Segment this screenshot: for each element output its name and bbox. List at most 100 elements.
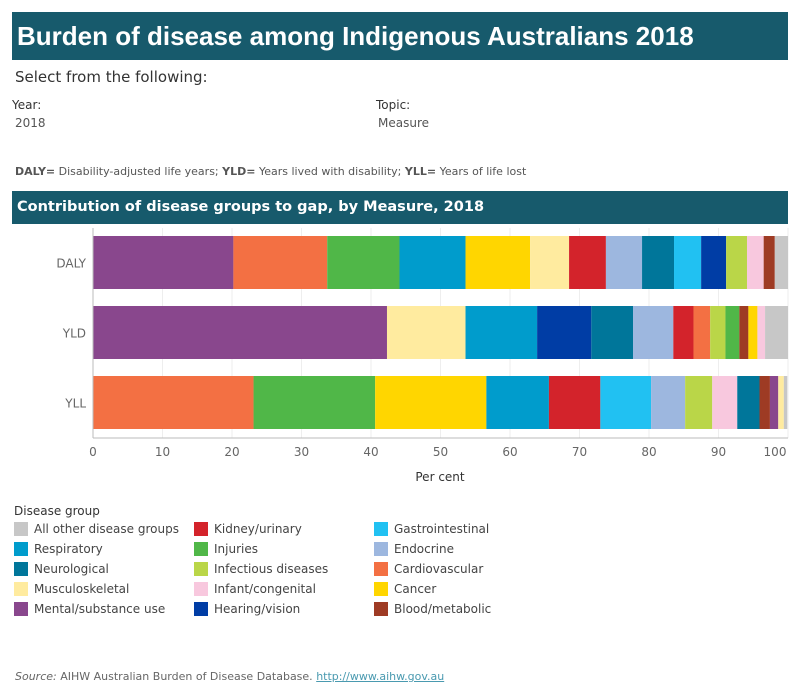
bar-segment-gastrointestinal[interactable] (600, 376, 652, 429)
bar-segment-kidney-urinary[interactable] (673, 306, 694, 359)
source-link[interactable]: http://www.aihw.gov.au (316, 670, 445, 683)
year-filter-label: Year: (12, 98, 42, 112)
bar-segment-all-other-disease-groups[interactable] (765, 306, 788, 359)
year-filter-value[interactable]: 2018 (15, 116, 46, 130)
bar-segment-musculoskeletal[interactable] (530, 236, 570, 289)
filter-intro: Select from the following: (15, 68, 208, 86)
legend-item[interactable]: Injuries (194, 541, 258, 557)
legend-label: Injuries (214, 542, 258, 556)
legend-label: Endocrine (394, 542, 454, 556)
bar-segment-infectious-diseases[interactable] (685, 376, 713, 429)
bar-segment-respiratory[interactable] (486, 376, 549, 429)
abbreviation-note: DALY= Disability-adjusted life years; YL… (15, 165, 785, 178)
bar-segment-endocrine[interactable] (605, 236, 643, 289)
bar-segment-infectious-diseases[interactable] (710, 306, 726, 359)
x-tick-label: 70 (572, 445, 587, 459)
legend-label: All other disease groups (34, 522, 179, 536)
bar-segment-musculoskeletal[interactable] (778, 376, 784, 429)
legend-label: Cancer (394, 582, 437, 596)
category-label: DALY (56, 257, 86, 271)
topic-filter-label: Topic: (376, 98, 411, 112)
bar-segment-neurological[interactable] (642, 236, 675, 289)
bar-segment-cardiovascular[interactable] (693, 306, 711, 359)
legend-item[interactable]: Infant/congenital (194, 581, 316, 597)
legend-item[interactable]: Respiratory (14, 541, 103, 557)
bar-segment-blood-metabolic[interactable] (759, 376, 770, 429)
legend-item[interactable]: Infectious diseases (194, 561, 328, 577)
x-tick-label: 90 (711, 445, 726, 459)
bar-segment-kidney-urinary[interactable] (548, 376, 601, 429)
bar-segment-injuries[interactable] (327, 236, 400, 289)
bar-segment-respiratory[interactable] (399, 236, 466, 289)
bar-segment-neurological[interactable] (737, 376, 760, 429)
bar-segment-cancer[interactable] (375, 376, 487, 429)
bar-segment-injuries[interactable] (725, 306, 740, 359)
bar-segment-cancer[interactable] (748, 306, 758, 359)
bar-segment-musculoskeletal[interactable] (386, 306, 466, 359)
legend-swatch (194, 602, 208, 616)
page-title: Burden of disease among Indigenous Austr… (12, 12, 788, 60)
daly-definition: Disability-adjusted life years; (55, 165, 223, 178)
bar-segment-endocrine[interactable] (633, 306, 674, 359)
category-label: YLL (64, 397, 86, 411)
bar-yll (93, 376, 788, 429)
legend-item[interactable]: Blood/metabolic (374, 601, 491, 617)
source-text: AIHW Australian Burden of Disease Databa… (56, 670, 317, 683)
bar-segment-infectious-diseases[interactable] (726, 236, 747, 289)
legend-item[interactable]: Gastrointestinal (374, 521, 489, 537)
bar-segment-gastrointestinal[interactable] (674, 236, 702, 289)
yll-abbrev: YLL= (404, 165, 437, 178)
yld-definition: Years lived with disability; (255, 165, 405, 178)
bar-segment-mental-substance-use[interactable] (93, 236, 234, 289)
yll-definition: Years of life lost (436, 165, 527, 178)
daly-abbrev: DALY= (15, 165, 56, 178)
bar-segment-hearing-vision[interactable] (537, 306, 592, 359)
x-axis-label: Per cent (415, 470, 465, 484)
bar-segment-respiratory[interactable] (465, 306, 538, 359)
bar-segment-neurological[interactable] (591, 306, 634, 359)
legend-item[interactable]: Endocrine (374, 541, 454, 557)
legend-item[interactable]: Hearing/vision (194, 601, 300, 617)
legend-item[interactable]: Mental/substance use (14, 601, 165, 617)
bar-segment-mental-substance-use[interactable] (769, 376, 779, 429)
bar-segment-blood-metabolic[interactable] (739, 306, 749, 359)
legend-label: Infectious diseases (214, 562, 329, 576)
topic-filter-value[interactable]: Measure (378, 116, 429, 130)
legend-label: Mental/substance use (34, 602, 166, 616)
legend-label: Musculoskeletal (34, 582, 130, 596)
x-tick-label: 60 (502, 445, 517, 459)
legend-item[interactable]: Musculoskeletal (14, 581, 129, 597)
legend-title: Disease group (14, 504, 100, 518)
bar-segment-infant-congenital[interactable] (712, 376, 738, 429)
legend-swatch (14, 542, 28, 556)
bar-segment-blood-metabolic[interactable] (763, 236, 775, 289)
legend-item[interactable]: All other disease groups (14, 521, 179, 537)
chart-title: Contribution of disease groups to gap, b… (12, 191, 788, 224)
bar-segment-infant-congenital[interactable] (757, 306, 766, 359)
legend-swatch (14, 602, 28, 616)
bar-segment-injuries[interactable] (253, 376, 376, 429)
legend-swatch (374, 542, 388, 556)
bar-segment-hearing-vision[interactable] (701, 236, 727, 289)
bar-segment-cardiovascular[interactable] (233, 236, 328, 289)
legend-label: Neurological (34, 562, 109, 576)
legend-item[interactable]: Neurological (14, 561, 109, 577)
bar-segment-endocrine[interactable] (651, 376, 686, 429)
legend-swatch (374, 602, 388, 616)
bar-segment-mental-substance-use[interactable] (93, 306, 387, 359)
bar-segment-infant-congenital[interactable] (746, 236, 764, 289)
legend-swatch (194, 562, 208, 576)
legend-item[interactable]: Kidney/urinary (194, 521, 302, 537)
bar-segment-all-other-disease-groups[interactable] (774, 236, 788, 289)
bar-segment-cardiovascular[interactable] (93, 376, 254, 429)
legend-item[interactable]: Cancer (374, 581, 436, 597)
x-tick-label: 100 (764, 445, 787, 459)
bar-segment-kidney-urinary[interactable] (569, 236, 606, 289)
x-tick-label: 50 (433, 445, 448, 459)
legend-item[interactable]: Cardiovascular (374, 561, 483, 577)
bar-segment-cancer[interactable] (465, 236, 531, 289)
source-note: Source: AIHW Australian Burden of Diseas… (15, 670, 444, 683)
category-labels: DALY YLD YLL (56, 257, 86, 411)
source-label: Source: (15, 670, 57, 683)
bar-segment-all-other-disease-groups[interactable] (783, 376, 788, 429)
